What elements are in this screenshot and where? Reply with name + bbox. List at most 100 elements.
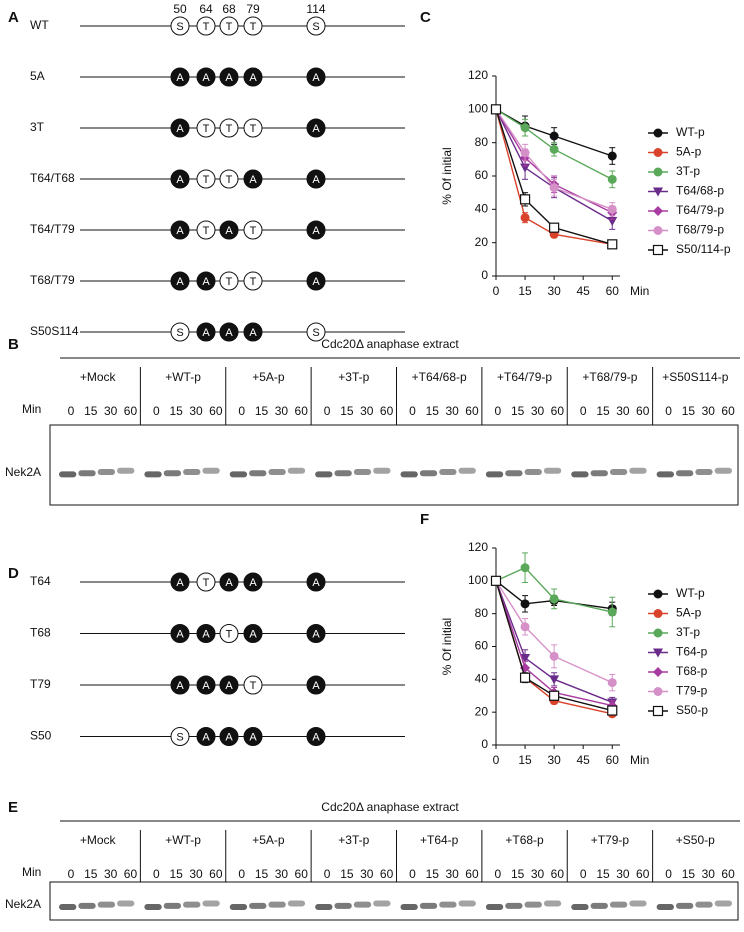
lane-label: +T68/79-p bbox=[582, 370, 637, 384]
site-circle bbox=[170, 220, 190, 240]
site-residue: A bbox=[312, 680, 320, 692]
marker bbox=[520, 653, 531, 663]
x-tick-label: 60 bbox=[606, 284, 620, 298]
marker bbox=[607, 239, 618, 250]
time-point: 0 bbox=[324, 404, 331, 418]
site-circle bbox=[306, 118, 326, 138]
gel-band bbox=[695, 469, 713, 475]
site-circle bbox=[170, 16, 190, 36]
time-point: 60 bbox=[636, 867, 650, 881]
time-point: 15 bbox=[340, 867, 354, 881]
time-point: 15 bbox=[682, 867, 696, 881]
site-residue: A bbox=[176, 72, 184, 84]
panel-label: C bbox=[420, 9, 431, 26]
marker bbox=[607, 678, 617, 688]
legend-label: T68/79-p bbox=[676, 223, 724, 237]
site-residue: S bbox=[312, 21, 319, 33]
protein-label: Nek2A bbox=[5, 897, 41, 911]
marker bbox=[607, 705, 618, 716]
marker bbox=[549, 183, 559, 193]
site-residue: A bbox=[225, 577, 233, 589]
time-point: 0 bbox=[409, 867, 416, 881]
gel-band bbox=[249, 470, 267, 477]
time-point: 60 bbox=[124, 867, 138, 881]
site-circle bbox=[306, 220, 326, 240]
x-tick-label: 45 bbox=[577, 753, 591, 767]
site-residue: A bbox=[202, 731, 210, 743]
legend-label: S50/114-p bbox=[676, 242, 731, 256]
time-point: 60 bbox=[380, 867, 394, 881]
site-residue: T bbox=[203, 577, 210, 589]
site-circle bbox=[196, 67, 216, 87]
gel-band bbox=[675, 902, 694, 909]
legend-label: 5A-p bbox=[676, 145, 702, 159]
construct-name: T64 bbox=[30, 574, 51, 588]
time-point: 60 bbox=[465, 867, 479, 881]
site-circle bbox=[243, 169, 263, 189]
time-point: 0 bbox=[238, 867, 245, 881]
gel-frame bbox=[49, 881, 739, 921]
marker bbox=[520, 148, 530, 158]
site-circle bbox=[219, 675, 239, 695]
gel-band bbox=[287, 467, 306, 474]
site-circle bbox=[196, 220, 216, 240]
time-point: 15 bbox=[170, 404, 184, 418]
site-residue: T bbox=[203, 174, 210, 186]
legend-label: 3T-p bbox=[676, 625, 700, 639]
site-circle bbox=[306, 16, 326, 36]
gel-band bbox=[334, 902, 352, 909]
gel-title: Cdc20Δ anaphase extract bbox=[321, 337, 459, 351]
y-tick-label: 100 bbox=[468, 573, 488, 587]
gel-band bbox=[656, 904, 674, 911]
marker bbox=[653, 206, 663, 216]
time-point: 60 bbox=[380, 404, 394, 418]
gel-band bbox=[315, 904, 333, 911]
gel-band bbox=[400, 471, 418, 478]
gel-band bbox=[144, 471, 162, 478]
y-tick-label: 20 bbox=[475, 704, 489, 718]
time-point: 15 bbox=[84, 404, 98, 418]
site-circle bbox=[306, 67, 326, 87]
x-tick-label: 60 bbox=[606, 753, 620, 767]
site-residue: T bbox=[226, 276, 233, 288]
time-point: 30 bbox=[445, 404, 459, 418]
gel-band bbox=[287, 900, 306, 907]
time-point: 0 bbox=[580, 867, 587, 881]
site-circle bbox=[170, 322, 190, 342]
site-circle bbox=[219, 220, 239, 240]
gel-band bbox=[714, 467, 732, 474]
construct-name: T79 bbox=[30, 677, 51, 691]
site-residue: A bbox=[176, 225, 184, 237]
marker bbox=[549, 675, 560, 685]
time-point: 30 bbox=[445, 867, 459, 881]
gel-band bbox=[524, 901, 542, 908]
site-residue: A bbox=[176, 123, 184, 135]
site-residue: A bbox=[225, 225, 233, 237]
gel-band bbox=[373, 467, 391, 474]
site-circle bbox=[306, 322, 326, 342]
gel-band bbox=[590, 902, 608, 909]
protein-label: Nek2A bbox=[5, 465, 41, 479]
construct-name: 5A bbox=[30, 69, 45, 83]
site-circle bbox=[196, 624, 216, 643]
marker bbox=[549, 594, 559, 604]
gel-band bbox=[505, 470, 523, 477]
x-axis-title: Min bbox=[630, 753, 649, 767]
site-residue: A bbox=[249, 577, 257, 589]
site-residue: A bbox=[176, 680, 184, 692]
lane-label: +T68-p bbox=[505, 833, 544, 847]
x-tick-label: 0 bbox=[493, 753, 500, 767]
legend-label: WT-p bbox=[676, 125, 705, 139]
y-tick-label: 40 bbox=[475, 672, 489, 686]
site-position: 68 bbox=[222, 2, 236, 16]
site-residue: T bbox=[203, 225, 210, 237]
time-point: 30 bbox=[360, 404, 374, 418]
marker bbox=[607, 174, 617, 184]
marker bbox=[490, 575, 502, 586]
marker bbox=[653, 226, 663, 235]
site-circle bbox=[243, 67, 263, 87]
y-tick-label: 20 bbox=[475, 235, 489, 249]
gel-band bbox=[78, 902, 96, 909]
time-point: 30 bbox=[104, 404, 118, 418]
